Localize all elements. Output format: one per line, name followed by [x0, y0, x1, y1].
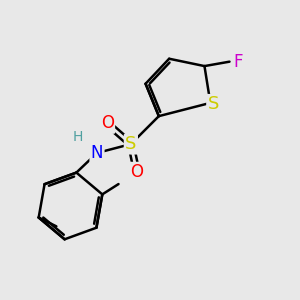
Text: S: S — [125, 135, 136, 153]
Text: O: O — [130, 163, 143, 181]
Text: S: S — [208, 95, 219, 113]
Text: N: N — [91, 144, 103, 162]
Text: F: F — [233, 53, 242, 71]
Text: O: O — [101, 115, 114, 133]
Text: H: H — [73, 130, 83, 144]
